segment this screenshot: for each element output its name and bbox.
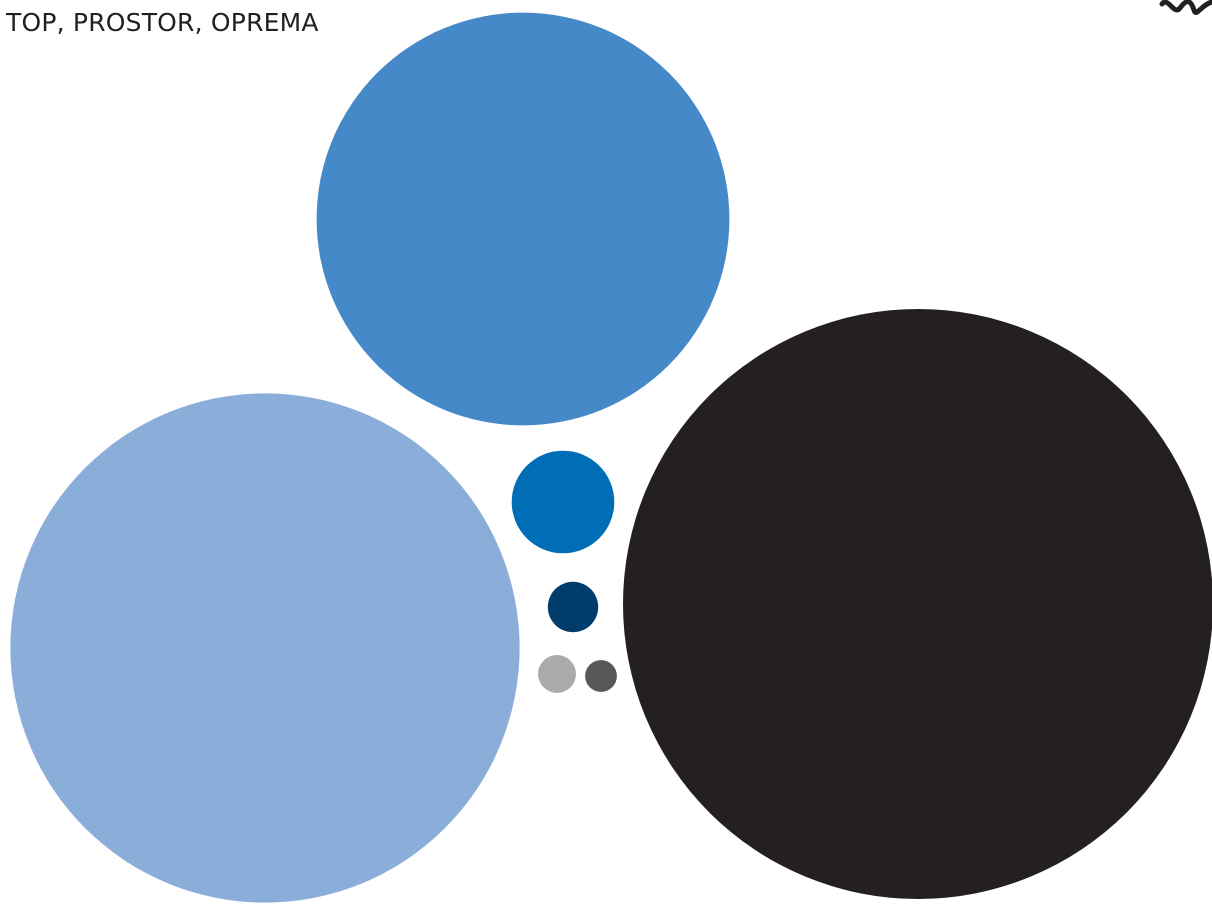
brand-mark-icon [1159,0,1212,15]
chart-title: TOP, PROSTOR, OPREMA [6,8,319,37]
bubble-5 [547,581,599,633]
bubble-7 [585,660,617,692]
bubble-2 [10,393,520,903]
bubble-3 [623,309,1212,899]
bubble-6 [538,655,576,693]
bubble-4 [511,450,615,554]
bubble-1 [316,12,730,426]
